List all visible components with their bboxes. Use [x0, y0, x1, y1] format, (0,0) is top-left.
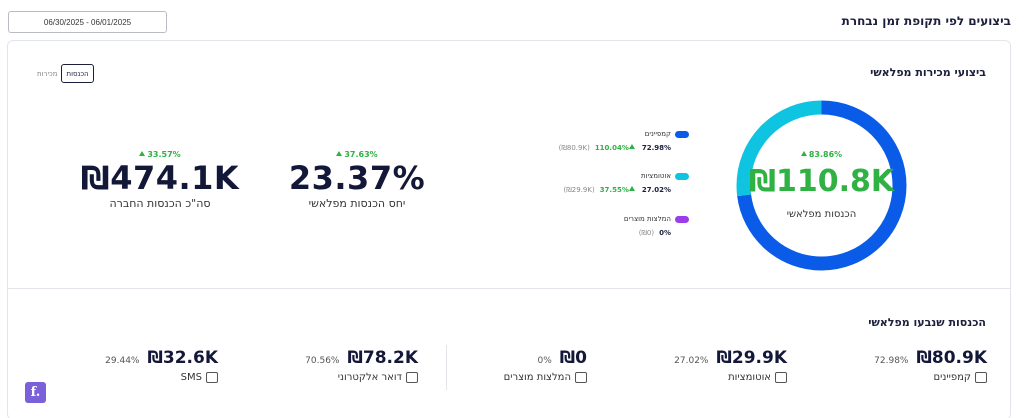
- item-value: ₪80.9K: [916, 348, 988, 368]
- revenue-donut-chart: [736, 100, 907, 271]
- total-revenue-value: ₪474.1K: [80, 159, 240, 197]
- item-label: אוטומציות: [728, 372, 771, 383]
- up-arrow-icon: [800, 151, 807, 156]
- chat-icon: [206, 372, 218, 383]
- toggle-sales[interactable]: מכירות: [37, 69, 58, 78]
- donut-change: 83.86%: [734, 150, 909, 159]
- donut-label: הכנסות מפלאשי: [786, 209, 857, 220]
- up-arrow-icon: [628, 186, 635, 191]
- item-pct: 70.56%: [305, 356, 340, 366]
- item-value: ₪32.6K: [147, 348, 219, 368]
- legend-swatch: [675, 130, 689, 138]
- date-range-picker[interactable]: 06/30/2025 - 06/01/2025: [8, 11, 167, 33]
- total-company-revenue: 33.57% ₪474.1K סה"כ הכנסות החברה: [70, 150, 250, 210]
- revenue-item-email: ₪78.2K 70.56% דואר אלקטרוני: [258, 348, 418, 383]
- item-label: המלצות מוצרים: [503, 372, 571, 383]
- total-revenue-change: 33.57%: [70, 150, 250, 159]
- legend-swatch: [675, 215, 689, 223]
- automation-icon: [775, 372, 787, 383]
- revenue-item-campaigns: ₪80.9K 72.98% קמפיינים: [827, 348, 987, 383]
- app-launcher-button[interactable]: f.: [25, 382, 46, 403]
- flashy-revenue-ratio: 37.63% 23.37% יחס הכנסות מפלאשי: [267, 150, 447, 210]
- vertical-divider: [446, 345, 447, 390]
- item-pct: 72.98%: [874, 356, 909, 366]
- legend-item-automations: אוטומציות 27.02% 37.55% (₪29.9K): [529, 172, 689, 194]
- item-label: SMS: [180, 372, 202, 383]
- card-divider: [8, 288, 1010, 289]
- ratio-change: 37.63%: [267, 150, 447, 159]
- donut-value: ₪110.8K: [748, 164, 895, 199]
- donut-center: 83.86% ₪110.8K הכנסות מפלאשי: [734, 98, 909, 273]
- up-arrow-icon: [139, 151, 146, 156]
- legend-swatch: [675, 172, 689, 180]
- item-label: דואר אלקטרוני: [337, 372, 402, 383]
- toggle-revenue[interactable]: הכנסות: [61, 64, 94, 83]
- revenue-sales-toggle: מכירות הכנסות: [33, 64, 94, 83]
- item-pct: 27.02%: [674, 356, 709, 366]
- ratio-label: יחס הכנסות מפלאשי: [308, 197, 406, 210]
- legend-item-campaigns: קמפיינים 72.98% 110.04% (₪80.9K): [529, 130, 689, 152]
- recommendation-icon: [575, 372, 587, 383]
- donut-slice-1: [736, 100, 907, 271]
- item-pct: 29.44%: [105, 356, 140, 366]
- up-arrow-icon: [336, 151, 343, 156]
- revenue-item-sms: ₪32.6K 29.44% SMS: [58, 348, 218, 383]
- up-arrow-icon: [628, 144, 635, 149]
- mail-icon: [406, 372, 418, 383]
- performance-card: [7, 40, 1011, 418]
- item-value: ₪0: [559, 348, 587, 368]
- revenue-section-title: הכנסות שנבעו מפלאשי: [868, 316, 986, 329]
- envelope-icon: [975, 372, 987, 383]
- sales-section-title: ביצועי מכירות מפלאשי: [870, 66, 986, 79]
- total-revenue-label: סה"כ הכנסות החברה: [109, 197, 211, 210]
- item-label: קמפיינים: [933, 372, 971, 383]
- ratio-value: 23.37%: [288, 159, 426, 197]
- revenue-item-automations: ₪29.9K 27.02% אוטומציות: [627, 348, 787, 383]
- revenue-item-recommendations: ₪0 0% המלצות מוצרים: [427, 348, 587, 383]
- item-value: ₪78.2K: [347, 348, 419, 368]
- page-title: ביצועים לפי תקופת זמן נבחרת: [841, 14, 1011, 28]
- item-value: ₪29.9K: [716, 348, 788, 368]
- item-pct: 0%: [537, 356, 552, 366]
- legend-item-recommendations: המלצות מוצרים 0% (₪0): [529, 215, 689, 237]
